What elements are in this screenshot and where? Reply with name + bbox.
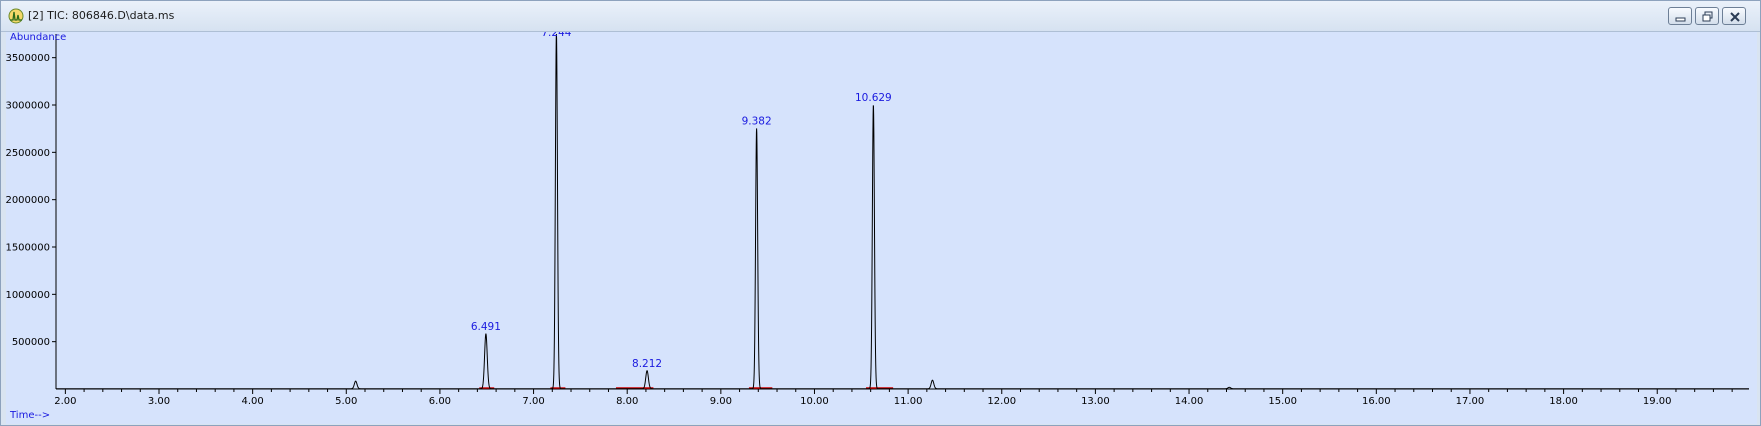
restore-icon	[1702, 11, 1713, 22]
x-tick-label: 11.00	[894, 396, 923, 407]
peak-label: 6.491	[471, 321, 501, 333]
y-tick-label: 1000000	[6, 290, 50, 301]
y-tick-label: 500000	[12, 337, 50, 348]
x-tick-label: 16.00	[1362, 396, 1391, 407]
title-bar[interactable]: [2] TIC: 806846.D\data.ms	[1, 1, 1760, 32]
y-tick-label: 2500000	[6, 148, 50, 159]
x-tick-label: 2.00	[54, 396, 76, 407]
x-axis-label: Time-->	[9, 410, 50, 421]
x-tick-label: 9.00	[710, 396, 732, 407]
tic-trace	[56, 33, 1749, 390]
chromatogram-chart: 500000 1000000 1500000 2000000 2500000 300000…	[6, 32, 1749, 421]
minimize-icon	[1675, 17, 1686, 22]
minimize-button[interactable]	[1668, 7, 1692, 25]
y-tick-label: 1500000	[6, 243, 50, 254]
x-tick-label: 6.00	[429, 396, 451, 407]
x-tick-label: 17.00	[1456, 396, 1485, 407]
x-tick-label: 12.00	[987, 396, 1016, 407]
window-title: [2] TIC: 806846.D\data.ms	[28, 9, 175, 22]
peak-label: 9.382	[742, 116, 772, 128]
chromatogram-app-icon	[8, 8, 24, 24]
x-tick-label: 7.00	[522, 396, 544, 407]
x-tick-label: 15.00	[1268, 396, 1297, 407]
chromatogram-plot-area[interactable]: 500000 1000000 1500000 2000000 2500000 300000…	[6, 32, 1757, 424]
x-tick-label: 13.00	[1081, 396, 1110, 407]
peak-label: 8.212	[632, 358, 662, 370]
restore-button[interactable]	[1695, 7, 1719, 25]
peak-label: 7.244	[541, 32, 571, 39]
x-tick-label: 5.00	[335, 396, 357, 407]
x-tick-label: 18.00	[1549, 396, 1578, 407]
x-tick-label: 10.00	[800, 396, 829, 407]
x-tick-label: 14.00	[1175, 396, 1204, 407]
peak-label: 10.629	[855, 92, 892, 104]
x-tick-label: 3.00	[148, 396, 170, 407]
x-tick-label: 4.00	[242, 396, 264, 407]
y-axis-label: Abundance	[10, 32, 66, 43]
y-tick-label: 2000000	[6, 195, 50, 206]
x-tick-label: 19.00	[1643, 396, 1672, 407]
y-tick-label: 3500000	[6, 53, 50, 64]
x-tick-label: 8.00	[616, 396, 638, 407]
close-button[interactable]	[1722, 7, 1746, 25]
y-tick-label: 3000000	[6, 101, 50, 112]
close-icon	[1730, 12, 1740, 22]
